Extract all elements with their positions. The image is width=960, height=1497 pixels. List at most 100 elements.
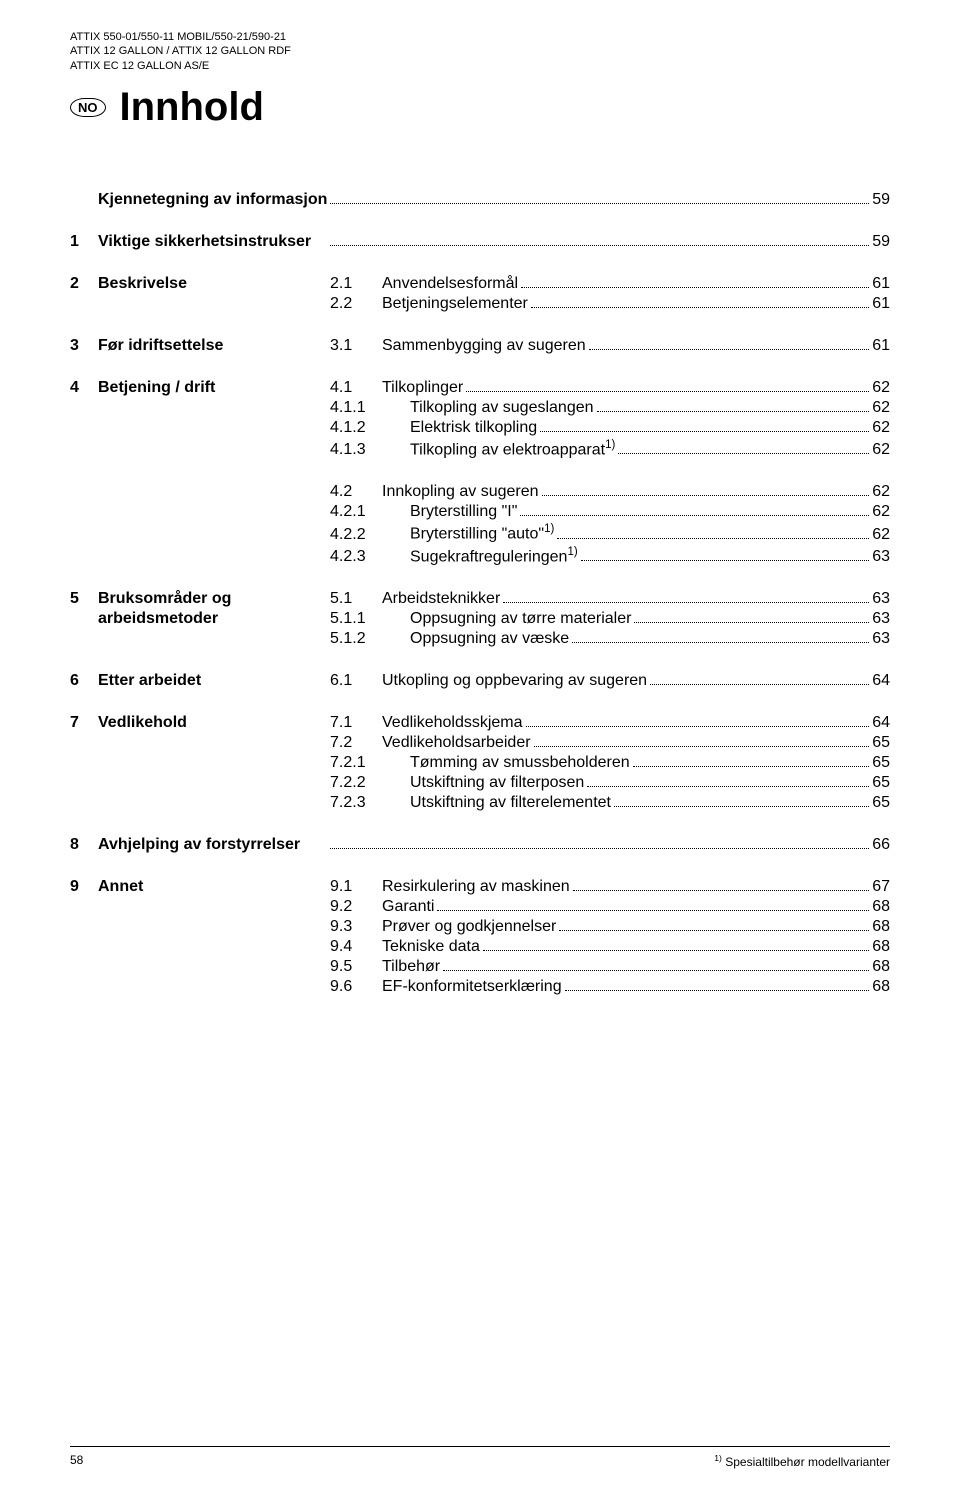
toc-entry-number: 7.2.3 <box>330 793 410 813</box>
toc-section-entries: 59 <box>330 190 890 210</box>
toc-entry: 7.2Vedlikeholdsarbeider65 <box>330 733 890 753</box>
header-line-1: ATTIX 550-01/550-11 MOBIL/550-21/590-21 <box>70 30 890 44</box>
toc-section-number: 7 <box>70 713 98 813</box>
toc-entry: 9.5Tilbehør68 <box>330 957 890 977</box>
toc-leader-dots <box>483 950 869 951</box>
toc-section-entries: 6.1Utkopling og oppbevaring av sugeren64 <box>330 671 890 691</box>
toc-entry-page: 62 <box>872 440 890 460</box>
toc-entry-page: 63 <box>872 547 890 567</box>
toc-entry-page: 68 <box>872 937 890 957</box>
toc-section-title: Betjening / drift <box>98 378 215 460</box>
toc-section-entries: 4.2Innkopling av sugeren624.2.1Brytersti… <box>330 482 890 567</box>
toc-leader-dots <box>634 622 869 623</box>
toc-entry-text: Arbeidsteknikker <box>382 589 500 609</box>
toc-section-entries: 59 <box>330 232 890 252</box>
toc-entry-text: Tilbehør <box>382 957 440 977</box>
toc-entry-text: Innkopling av sugeren <box>382 482 539 502</box>
toc-leader-dots <box>526 726 870 727</box>
toc-entry: 9.2Garanti68 <box>330 897 890 917</box>
toc-entry-page: 62 <box>872 398 890 418</box>
toc-entry: 9.3Prøver og godkjennelser68 <box>330 917 890 937</box>
toc-entry-number: 9.3 <box>330 917 382 937</box>
toc-section: 6Etter arbeidet6.1Utkopling og oppbevari… <box>70 671 890 691</box>
toc-section-entries: 2.1Anvendelsesformål612.2Betjeningseleme… <box>330 274 890 314</box>
toc-entry-number: 6.1 <box>330 671 382 691</box>
toc-leader-dots <box>540 431 869 432</box>
footer-note-text: Spesialtilbehør modellvarianter <box>722 1455 890 1469</box>
toc-entry-text: Garanti <box>382 897 434 917</box>
toc-entry-number: 5.1.2 <box>330 629 410 649</box>
toc-leader-dots <box>614 806 869 807</box>
toc-entry: 7.2.2Utskiftning av filterposen65 <box>330 773 890 793</box>
toc-entry-page: 64 <box>872 713 890 733</box>
toc-entry-text: Elektrisk tilkopling <box>410 418 537 438</box>
toc-entry-number: 9.2 <box>330 897 382 917</box>
toc-leader-dots <box>443 970 869 971</box>
toc-entry-number: 4.1.2 <box>330 418 410 438</box>
toc-entry-text: Utkopling og oppbevaring av sugeren <box>382 671 647 691</box>
toc-entry-number: 4.2.1 <box>330 502 410 522</box>
toc-entry: 7.2.3Utskiftning av filterelementet65 <box>330 793 890 813</box>
toc-entry-number: 9.6 <box>330 977 382 997</box>
toc-section-title: Bruksområder og arbeidsmetoder <box>98 589 330 649</box>
toc-section-heading: 1Viktige sikkerhetsinstrukser <box>70 232 330 252</box>
toc-section-heading: 4Betjening / drift <box>70 378 330 460</box>
toc-section-heading: 9Annet <box>70 877 330 997</box>
toc-entry-text: Prøver og godkjennelser <box>382 917 556 937</box>
toc-leader-dots <box>330 203 869 204</box>
toc-entry-text: Oppsugning av væske <box>410 629 569 649</box>
toc-entry-text: Sugekraftreguleringen1) <box>410 545 578 567</box>
toc-section-heading: 5Bruksområder og arbeidsmetoder <box>70 589 330 649</box>
toc-leader-dots <box>589 349 870 350</box>
toc-entry-text: EF-konformitetserklæring <box>382 977 562 997</box>
toc-entry: 4.1.2Elektrisk tilkopling 62 <box>330 418 890 438</box>
toc-section-entries: 4.1Tilkoplinger624.1.1Tilkopling av suge… <box>330 378 890 460</box>
toc-section-heading: 2Beskrivelse <box>70 274 330 314</box>
toc-section-number <box>70 190 98 210</box>
toc-leader-dots <box>559 930 869 931</box>
toc-leader-dots <box>503 602 869 603</box>
toc-section: 7Vedlikehold7.1Vedlikeholdsskjema647.2Ve… <box>70 713 890 813</box>
toc-section-number: 1 <box>70 232 98 252</box>
toc-section-number: 2 <box>70 274 98 314</box>
toc-entry: 6.1Utkopling og oppbevaring av sugeren64 <box>330 671 890 691</box>
toc-section-number: 9 <box>70 877 98 997</box>
footer-note: 1) Spesialtilbehør modellvarianter <box>714 1453 890 1469</box>
toc-leader-dots <box>633 766 870 767</box>
toc-entry: 59 <box>330 190 890 210</box>
product-header: ATTIX 550-01/550-11 MOBIL/550-21/590-21 … <box>70 30 890 73</box>
toc-entry: 4.2.1Bryterstilling "I"62 <box>330 502 890 522</box>
toc-entry-page: 62 <box>872 418 890 438</box>
page-title: Innhold <box>120 85 264 130</box>
toc-leader-dots <box>565 990 870 991</box>
toc-entry-number: 2.1 <box>330 274 382 294</box>
toc-entry: 9.6EF-konformitetserklæring68 <box>330 977 890 997</box>
toc-entry-number: 4.2.3 <box>330 547 410 567</box>
toc-leader-dots <box>573 890 870 891</box>
toc-section-entries: 9.1Resirkulering av maskinen679.2Garanti… <box>330 877 890 997</box>
toc-entry-number: 9.1 <box>330 877 382 897</box>
toc-section-title: Beskrivelse <box>98 274 187 314</box>
toc-section-title: Vedlikehold <box>98 713 187 813</box>
toc-section-number: 4 <box>70 378 98 460</box>
toc-entry-text: Utskiftning av filterposen <box>410 773 584 793</box>
toc-leader-dots <box>557 538 869 539</box>
toc-entry-text: Bryterstilling "I" <box>410 502 517 522</box>
toc-entry: 59 <box>330 232 890 252</box>
toc-leader-dots <box>330 848 869 849</box>
toc-section-entries: 66 <box>330 835 890 855</box>
toc-entry-text: Betjeningselementer <box>382 294 528 314</box>
toc-entry-text: Tømming av smussbeholderen <box>410 753 630 773</box>
toc-entry-number: 4.1.3 <box>330 440 410 460</box>
toc-section-number: 3 <box>70 336 98 356</box>
toc-entry: 4.2Innkopling av sugeren62 <box>330 482 890 502</box>
toc-section-heading <box>70 482 330 567</box>
toc-section-heading: 6Etter arbeidet <box>70 671 330 691</box>
toc-entry-page: 67 <box>872 877 890 897</box>
toc-entry: 7.1Vedlikeholdsskjema64 <box>330 713 890 733</box>
toc-entry-number: 5.1 <box>330 589 382 609</box>
toc-section: 1Viktige sikkerhetsinstrukser59 <box>70 232 890 252</box>
toc-entry-number: 9.5 <box>330 957 382 977</box>
toc-entry: 4.1.1Tilkopling av sugeslangen62 <box>330 398 890 418</box>
toc-section-heading: 7Vedlikehold <box>70 713 330 813</box>
